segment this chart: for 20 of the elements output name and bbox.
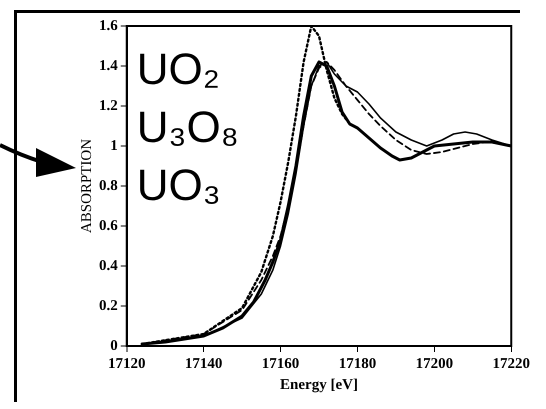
y-tick-label: 1 xyxy=(110,138,118,154)
x-tick-label: 17120 xyxy=(108,356,146,372)
y-tick-label: 1.4 xyxy=(99,58,118,74)
annotation: U₃O₈ xyxy=(136,103,239,152)
x-tick-label: 17200 xyxy=(416,356,454,372)
x-tick-label: 17220 xyxy=(492,356,530,372)
y-tick-label: 0.4 xyxy=(99,258,118,274)
annotation: UO₃ xyxy=(136,161,221,210)
y-tick-label: 0.6 xyxy=(99,218,118,234)
y-tick-label: 0 xyxy=(110,338,118,354)
y-tick-label: 1.2 xyxy=(99,98,118,114)
y-tick-label: 0.2 xyxy=(99,298,118,314)
y-axis-title: ABSORPTION xyxy=(78,138,95,234)
x-tick-label: 17180 xyxy=(338,356,376,372)
x-tick-label: 17160 xyxy=(262,356,300,372)
y-tick-label: 1.6 xyxy=(99,18,118,34)
x-tick-label: 17140 xyxy=(184,356,222,372)
annotation: UO₂ xyxy=(136,45,220,94)
x-axis-title: Energy [eV] xyxy=(280,376,358,393)
y-tick-label: 0.8 xyxy=(99,178,118,194)
